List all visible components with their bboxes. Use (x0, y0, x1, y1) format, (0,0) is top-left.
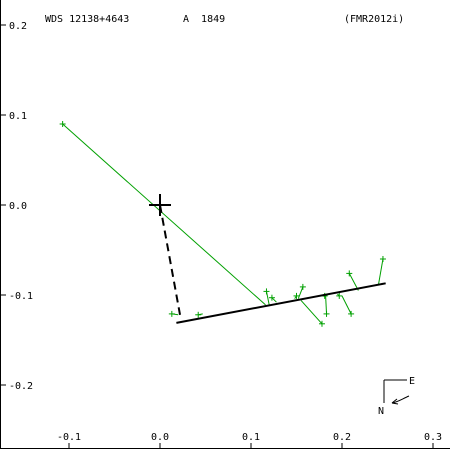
observation-point (293, 292, 300, 299)
compass-north-label: N (378, 406, 384, 417)
orbit-curve (176, 282, 386, 324)
x-tick-label: -0.1 (57, 432, 81, 443)
orbit-segment (159, 204, 386, 324)
observation-point (336, 292, 343, 299)
observation-point (195, 311, 202, 318)
discoverer-designation: A 1849 (183, 14, 225, 25)
observation-point (379, 256, 386, 262)
tick-labels: -0.1 0.0 0.1 0.2 0.3 0.2 0.1 0.0 -0.1 -0.2 (9, 21, 442, 443)
wds-identifier: WDS 12138+4643 (45, 14, 129, 25)
observation-point (318, 320, 325, 327)
y-tick-label: 0.2 (9, 21, 27, 32)
observation-point (168, 310, 175, 317)
compass-icon: E N (378, 376, 415, 417)
x-tick-label: 0.3 (424, 432, 442, 443)
y-tick-label: 0.0 (9, 201, 27, 212)
residual-line (297, 286, 304, 299)
x-tick-label: 0.1 (242, 432, 260, 443)
x-tick-label: 0.0 (151, 432, 169, 443)
observation-point (59, 121, 66, 127)
x-tick-label: 0.2 (333, 432, 351, 443)
observation-point (346, 270, 353, 277)
residual-line (348, 273, 359, 291)
residual-line (377, 258, 384, 286)
y-tick-label: -0.2 (9, 381, 33, 392)
observation-point (268, 294, 275, 301)
orbit-reference: (FMR2012i) (344, 14, 404, 25)
observation-point (299, 283, 306, 290)
line-of-apsides-dashed (159, 204, 182, 315)
y-tick-label: -0.1 (9, 291, 33, 302)
primary-star-marker (149, 194, 171, 216)
residual-line (300, 300, 323, 325)
residual-line (62, 123, 266, 306)
motion-arrow-icon (391, 395, 410, 405)
observation-point (323, 310, 330, 317)
residual-line (341, 295, 352, 315)
observation-point (263, 288, 270, 295)
residual-line (271, 297, 277, 303)
compass-east-label: E (409, 376, 415, 387)
observation-markers (59, 121, 386, 327)
y-tick-label: 0.1 (9, 111, 27, 122)
observation-point (348, 310, 355, 317)
